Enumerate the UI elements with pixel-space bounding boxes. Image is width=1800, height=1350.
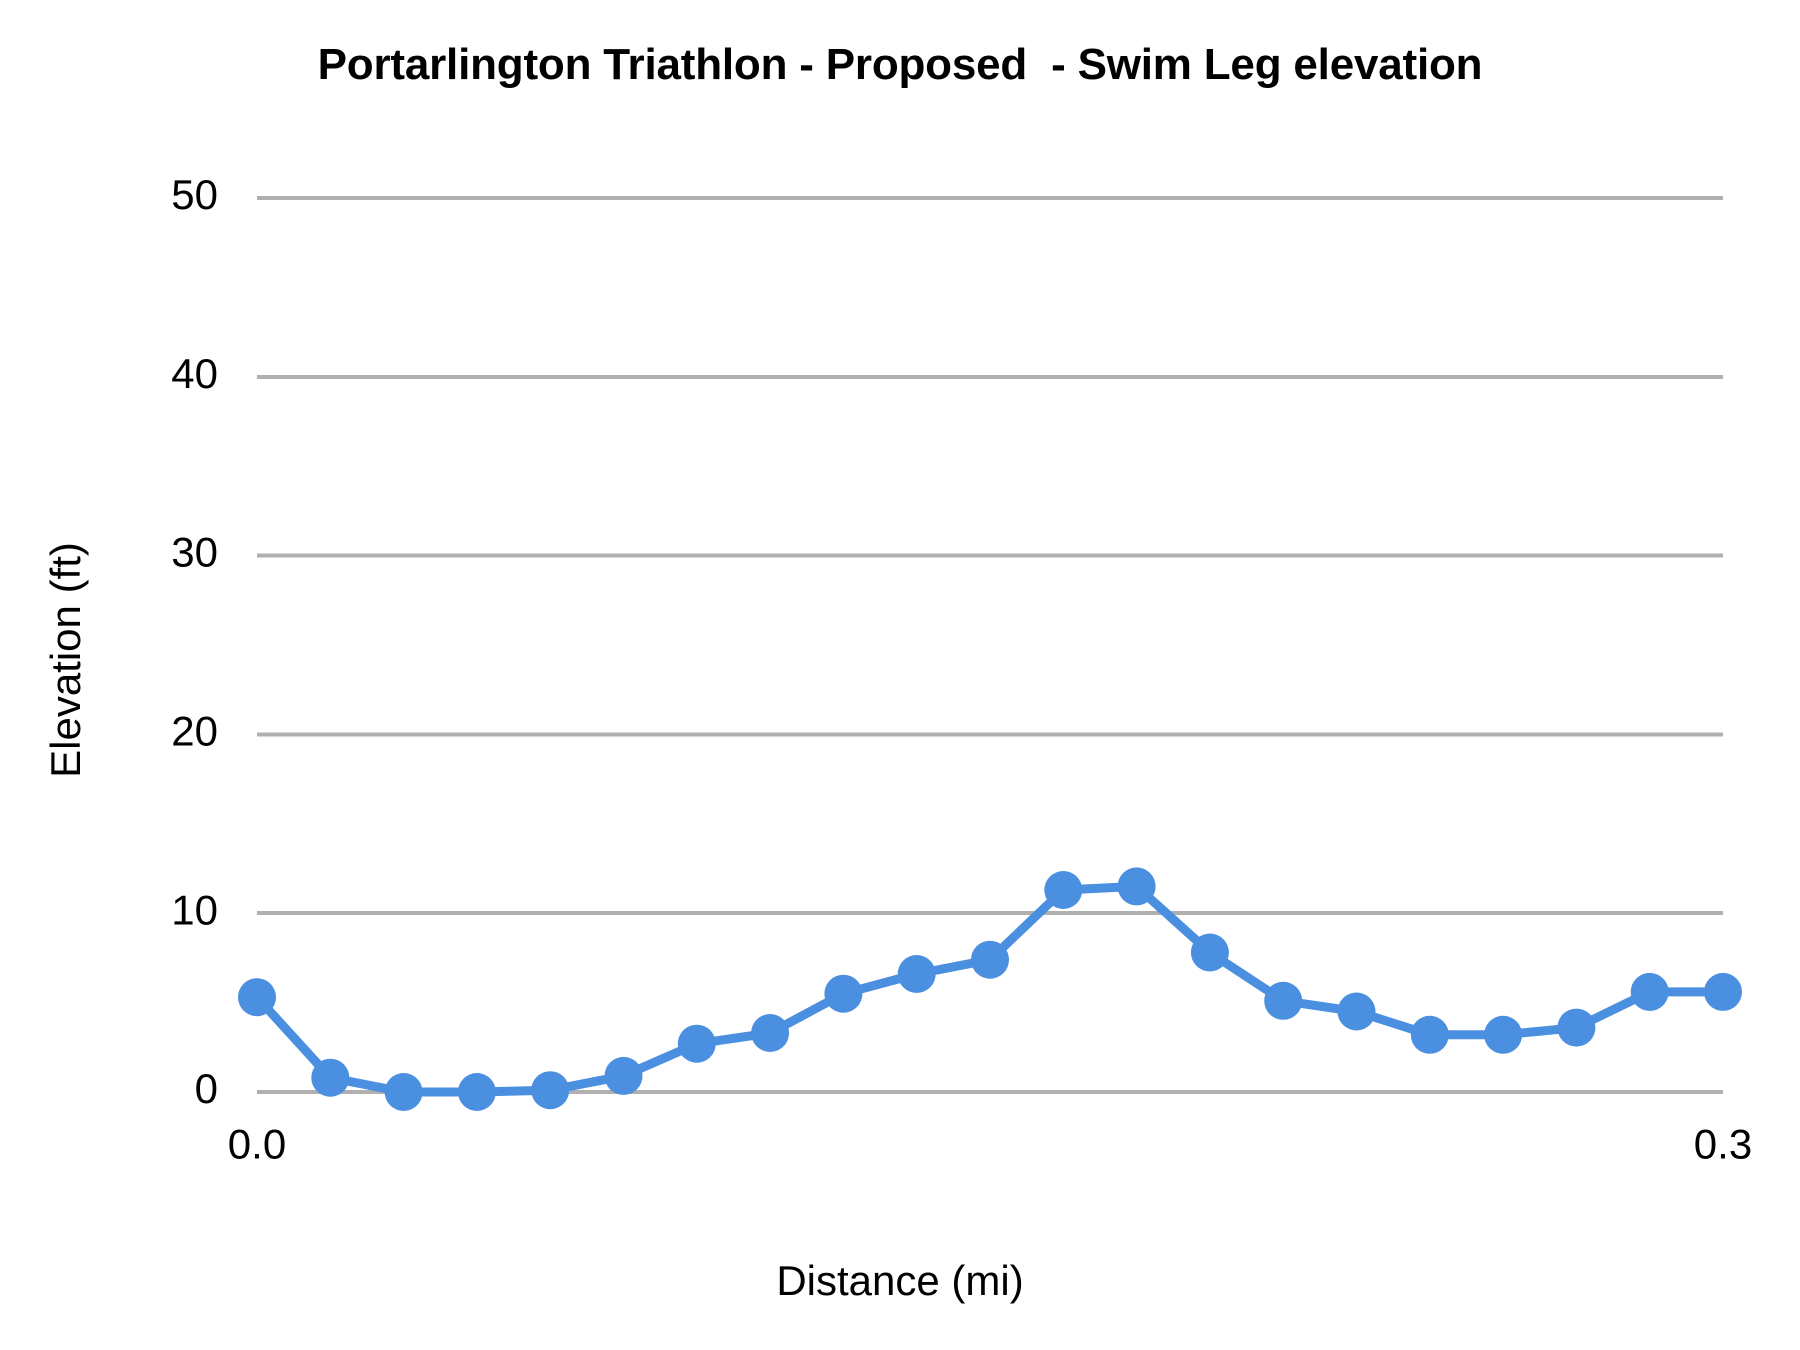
data-point-marker[interactable] [1630,972,1669,1011]
data-point-marker[interactable] [384,1073,423,1111]
y-axis-tick-label: 10 [171,886,218,933]
data-point-marker[interactable] [1557,1008,1596,1047]
y-axis-tick-label: 50 [171,171,218,218]
data-point-marker[interactable] [604,1056,643,1095]
data-point-marker[interactable] [824,974,863,1013]
data-point-marker[interactable] [1337,992,1376,1031]
y-axis-tick-label: 0 [195,1065,218,1112]
data-point-marker[interactable] [751,1014,790,1052]
x-axis-tick-label: 0.0 [228,1120,286,1167]
y-axis-tick-label: 30 [171,529,218,576]
y-axis-title: Elevation (ft) [42,542,89,778]
data-point-marker[interactable] [531,1071,570,1110]
x-axis-tick-labels: 0.0 0.3 [228,1120,1752,1167]
data-point-marker[interactable] [1484,1015,1523,1054]
x-axis-title: Distance (mi) [776,1257,1023,1304]
data-point-marker[interactable] [457,1073,496,1111]
data-point-marker[interactable] [1410,1015,1449,1054]
data-point-marker[interactable] [1044,871,1083,909]
data-point-marker[interactable] [1190,933,1229,972]
y-axis-tick-labels: 0 10 20 30 40 50 [171,171,218,1112]
x-axis-tick-label: 0.3 [1694,1120,1752,1167]
data-point-marker[interactable] [897,955,936,993]
data-point-marker[interactable] [238,978,276,1017]
data-point-marker[interactable] [311,1058,350,1097]
data-point-marker[interactable] [677,1024,716,1063]
chart-title: Portarlington Triathlon - Proposed - Swi… [317,40,1483,89]
y-axis-tick-label: 20 [171,707,218,754]
data-point-marker[interactable] [1264,981,1303,1020]
data-point-marker[interactable] [971,940,1009,979]
series-markers-group [238,867,1742,1111]
data-point-marker[interactable] [1704,972,1742,1011]
y-axis-tick-label: 40 [171,350,218,397]
data-point-marker[interactable] [1117,867,1156,906]
series-line-swim-leg-elevation [252,881,1728,1097]
